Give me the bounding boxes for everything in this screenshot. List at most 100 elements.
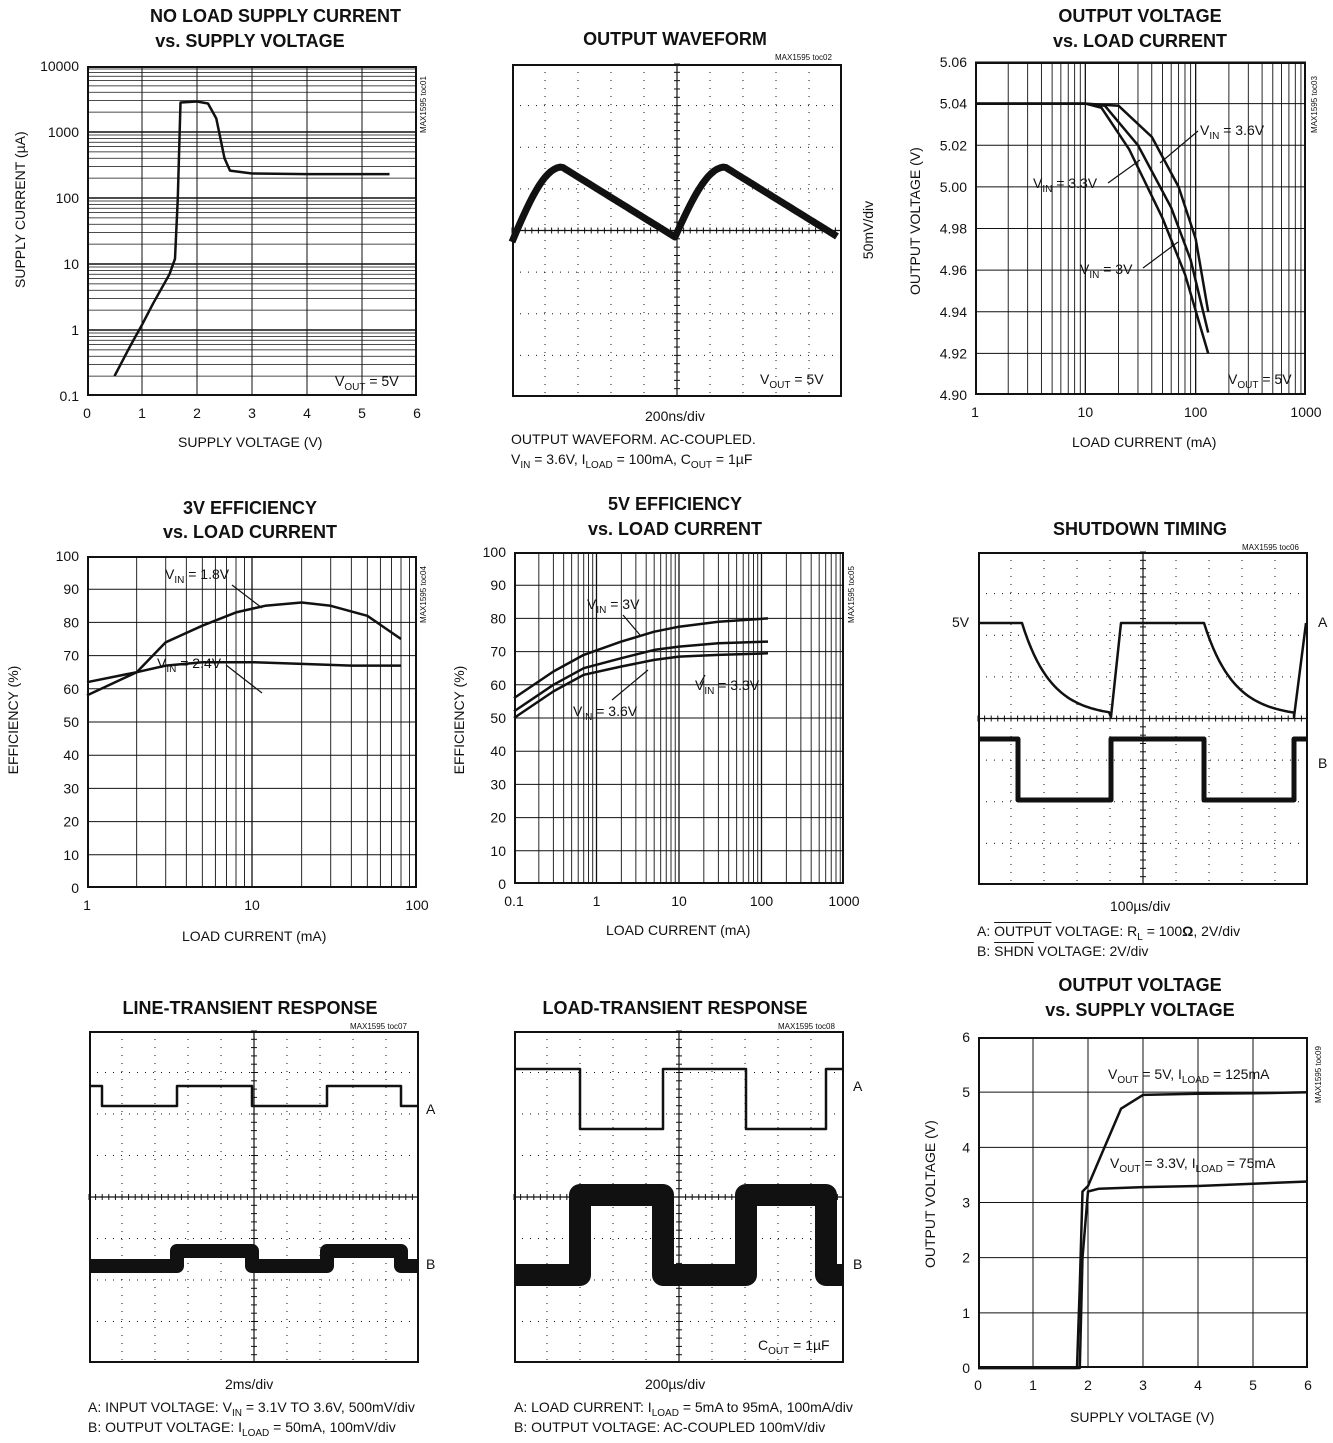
figure-id: MAX1595 toc02 <box>775 53 832 62</box>
y-tick-label: 30 <box>490 776 506 792</box>
channel-a-trace <box>514 1067 842 1131</box>
x-axis-label: LOAD CURRENT (mA) <box>182 928 327 944</box>
x-tick-label: 0.1 <box>504 893 524 909</box>
series-line <box>86 660 401 684</box>
chart-title-line2: vs. LOAD CURRENT <box>587 519 762 539</box>
y-tick-label: 60 <box>490 677 506 693</box>
x-tick-label: 6 <box>413 405 421 421</box>
x-tick-label: 1 <box>593 893 601 909</box>
chart-title-line1: NO LOAD SUPPLY CURRENT <box>150 6 402 26</box>
y-tick-label: 100 <box>56 548 80 564</box>
channel-b-marker: B <box>853 1256 863 1272</box>
figure-id: MAX1595 toc07 <box>350 1022 407 1031</box>
label-vin-3v: VIN = 3V <box>587 596 640 616</box>
y-tick-label: 0 <box>498 876 506 892</box>
series-line <box>86 601 402 697</box>
channel-b-trace <box>89 1244 417 1273</box>
y-tick-label: 6 <box>962 1029 970 1045</box>
x-tick-label: 1000 <box>828 893 859 909</box>
y-tick-label: 100 <box>56 190 80 206</box>
caption-line1: A: OUTPUT VOLTAGE: RL = 100Ω, 2V/div <box>977 923 1241 943</box>
channel-a-trace <box>89 1084 417 1108</box>
timebase-label: 200µs/div <box>645 1376 706 1392</box>
x-tick-label: 6 <box>1304 1377 1312 1393</box>
series-line <box>975 102 1210 333</box>
channel-a-marker: A <box>426 1101 436 1117</box>
y-tick-label: 20 <box>63 814 79 830</box>
x-tick-label: 2 <box>193 405 201 421</box>
x-tick-label: 3 <box>1139 1377 1147 1393</box>
chart-title-line1: OUTPUT VOLTAGE <box>1058 6 1222 26</box>
cout-note: COUT = 1µF <box>758 1337 830 1357</box>
y-tick-label: 80 <box>490 610 506 626</box>
y-tick-label: 80 <box>63 614 79 630</box>
x-axis-label: SUPPLY VOLTAGE (V) <box>178 434 323 450</box>
x-tick-label: 0 <box>974 1377 982 1393</box>
x-tick-label: 100 <box>1184 404 1208 420</box>
chart-title-line2: vs. LOAD CURRENT <box>1052 31 1227 51</box>
label-vin-1.8v: VIN = 1.8V <box>165 566 230 586</box>
vout-note: VOUT = 5V <box>335 373 399 393</box>
chart-title-line2: vs. SUPPLY VOLTAGE <box>155 31 345 51</box>
y-tick-label: 10 <box>63 256 79 272</box>
vout-note: VOUT = 5V <box>1228 371 1292 391</box>
channel-b-marker: B <box>1318 755 1328 771</box>
x-axis-label: LOAD CURRENT (mA) <box>606 922 751 938</box>
y-tick-label: 60 <box>63 681 79 697</box>
x-tick-label: 10 <box>1078 404 1094 420</box>
y-tick-label: 1000 <box>48 124 79 140</box>
y-tick-label: 5.04 <box>940 96 967 112</box>
y-tick-label: 4 <box>962 1139 970 1155</box>
figure-id: MAX1595 toc08 <box>778 1022 835 1031</box>
y-tick-label: 0.1 <box>60 388 80 404</box>
output-ripple-trace <box>508 163 839 244</box>
timebase-label: 200ns/div <box>645 408 705 424</box>
vout-note: VOUT = 5V <box>760 371 824 391</box>
y-tick-label: 70 <box>63 648 79 664</box>
chart-title-line2: vs. LOAD CURRENT <box>162 522 337 542</box>
x-tick-label: 100 <box>750 893 774 909</box>
x-tick-label: 1 <box>971 404 979 420</box>
y-tick-label: 10000 <box>40 58 79 74</box>
label-vin-3v: VIN = 3V <box>1080 261 1133 281</box>
chart-title-line2: vs. SUPPLY VOLTAGE <box>1045 1000 1235 1020</box>
annotation-arrow <box>699 674 706 685</box>
x-tick-label: 1000 <box>1290 404 1321 420</box>
y-tick-label: 4.92 <box>940 345 967 361</box>
x-axis-label: SUPPLY VOLTAGE (V) <box>1070 1409 1215 1425</box>
y-tick-label: 4.96 <box>940 262 967 278</box>
y-tick-label: 70 <box>490 644 506 660</box>
annotation-arrow <box>611 669 649 701</box>
y-tick-label: 40 <box>490 743 506 759</box>
x-tick-label: 10 <box>671 893 687 909</box>
caption-line1: A: INPUT VOLTAGE: VIN = 3.1V TO 3.6V, 50… <box>88 1399 415 1419</box>
x-tick-label: 3 <box>248 405 256 421</box>
y-tick-label: 3 <box>962 1195 970 1211</box>
figure-id: MAX1595 toc06 <box>1242 543 1299 552</box>
series-line <box>975 102 1210 312</box>
x-tick-label: 5 <box>358 405 366 421</box>
x-tick-label: 4 <box>303 405 311 421</box>
timebase-label: 100µs/div <box>1110 898 1171 914</box>
caption-line2: VIN = 3.6V, ILOAD = 100mA, COUT = 1µF <box>511 451 753 471</box>
y-tick-label: 5 <box>962 1084 970 1100</box>
channel-a-trace <box>978 621 1308 719</box>
series-line <box>978 1090 1309 1370</box>
y-tick-label: 4.90 <box>940 387 967 403</box>
label-vout-3.3v: VOUT = 3.3V, ILOAD = 75mA <box>1110 1155 1276 1175</box>
series-line <box>513 617 769 700</box>
series-line <box>113 100 390 377</box>
chart-title: LINE-TRANSIENT RESPONSE <box>122 998 378 1018</box>
caption-line2: B: SHDN VOLTAGE: 2V/div <box>977 943 1149 959</box>
x-tick-label: 1 <box>83 897 91 913</box>
caption-line1: A: LOAD CURRENT: ILOAD = 5mA to 95mA, 10… <box>514 1399 853 1419</box>
y-tick-label: 4.98 <box>940 221 967 237</box>
x-axis-label: LOAD CURRENT (mA) <box>1072 434 1217 450</box>
y-tick-label: 1 <box>962 1305 970 1321</box>
y-tick-label: 50 <box>63 714 79 730</box>
y-tick-label: 5.00 <box>940 179 967 195</box>
series-line <box>975 102 1210 354</box>
x-tick-label: 2 <box>1084 1377 1092 1393</box>
chart-title-line1: 3V EFFICIENCY <box>182 498 318 518</box>
y-tick-label: 10 <box>63 847 79 863</box>
